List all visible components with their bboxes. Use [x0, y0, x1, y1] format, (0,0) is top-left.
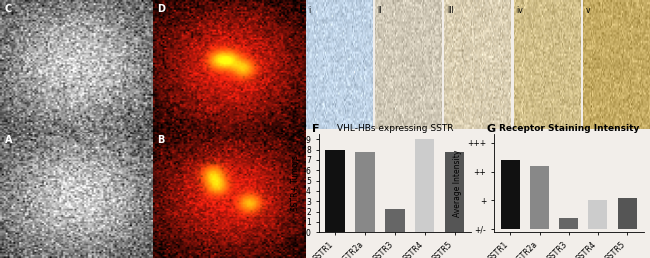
- Bar: [415, 139, 434, 232]
- Y-axis label: Average Intensity: Average Intensity: [452, 149, 462, 217]
- Text: E: E: [299, 5, 307, 15]
- Text: v: v: [586, 6, 590, 15]
- Text: A: A: [5, 135, 12, 145]
- Text: G: G: [486, 124, 495, 134]
- Text: F: F: [312, 124, 320, 134]
- Text: III: III: [447, 6, 454, 15]
- Bar: [618, 198, 637, 229]
- Bar: [445, 152, 464, 232]
- Text: C: C: [5, 4, 12, 14]
- Bar: [385, 209, 404, 232]
- Title: Receptor Staining Intensity: Receptor Staining Intensity: [499, 124, 639, 133]
- Bar: [559, 218, 578, 229]
- Text: B: B: [157, 135, 164, 145]
- Bar: [326, 150, 345, 232]
- Bar: [500, 160, 520, 229]
- Y-axis label: SSTR+ Tumors: SSTR+ Tumors: [291, 155, 300, 211]
- Bar: [356, 152, 374, 232]
- Text: D: D: [157, 4, 165, 14]
- Bar: [530, 166, 549, 229]
- Text: II: II: [378, 6, 382, 15]
- Title: VHL-HBs expressing SSTR: VHL-HBs expressing SSTR: [337, 124, 453, 133]
- Text: i: i: [308, 6, 311, 15]
- Text: iv: iv: [517, 6, 523, 15]
- Bar: [588, 200, 608, 229]
